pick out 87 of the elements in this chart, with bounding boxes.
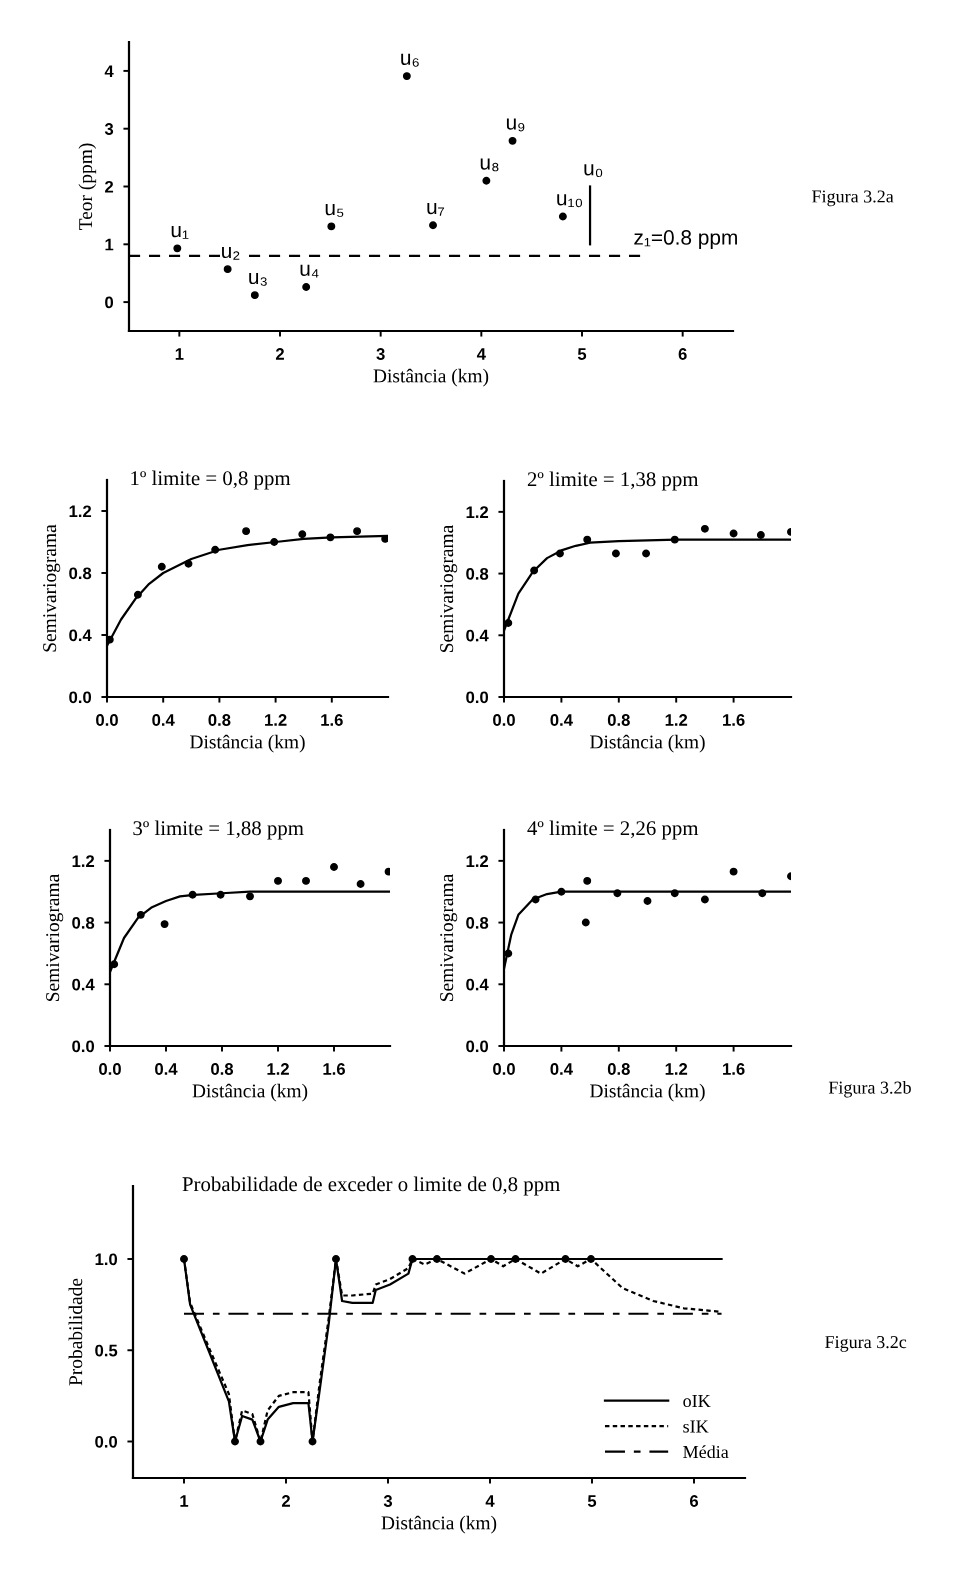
x-tick-label: 6 [689,1495,699,1507]
x-tick-label: 0.4 [155,1063,178,1075]
chart-title: 4º limite = 2,26 ppm [527,820,699,840]
legend-label: sIK [683,1420,709,1433]
y-axis-title: Semivariograma [440,874,458,1001]
y-tick-label: 1.2 [466,506,489,518]
chart-title: 3º limite = 1,88 ppm [133,820,304,840]
y-tick-label: 0.8 [466,916,489,929]
annotation: u₁₀ [557,194,583,208]
x-tick-label: 2 [275,348,284,360]
annotation: u₀ [584,164,603,178]
x-tick-label: 0.4 [152,714,175,726]
legend-label: Média [683,1445,729,1459]
y-tick-label: 0.0 [69,691,92,704]
chart-title: Probabilidade de exceder o limite de 0,8 ppm [182,1176,560,1196]
annotation: u₁ [171,226,189,239]
y-tick-label: 1.2 [466,855,489,867]
x-tick-label: 1.2 [265,714,287,726]
y-tick-label: 4 [104,65,114,77]
x-tick-label: 1.6 [323,1063,345,1075]
chart-title: 1º limite = 0,8 ppm [131,470,291,490]
x-tick-label: 3 [376,348,385,360]
y-axis-title: Probabilidade [68,1278,83,1386]
annotation: u₂ [222,246,240,260]
y-tick-label: 0.0 [72,1040,95,1053]
x-tick-label: 0.8 [211,1063,234,1075]
x-tick-label: 1.2 [665,1063,688,1075]
x-axis-title: Distância (km) [590,1083,705,1102]
x-tick-label: 0.8 [208,714,231,726]
y-tick-label: 0.8 [72,916,95,929]
x-tick-label: 5 [577,348,587,360]
annotation: z₁=0.8 ppm [634,230,737,249]
y-tick-label: 0.0 [466,691,489,704]
y-axis-title: Semivariograma [43,524,61,652]
y-axis-title: Semivariograma [46,874,64,1001]
x-tick-label: 0.8 [607,1063,630,1075]
y-tick-label: 0.0 [466,1040,489,1053]
x-tick-label: 0.0 [493,714,515,726]
x-tick-label: 2 [281,1495,290,1507]
y-tick-label: 1.2 [69,505,92,518]
y-tick-label: 1.2 [72,855,95,867]
x-axis-title: Distância (km) [190,734,305,753]
y-tick-label: 3 [104,123,114,135]
text: Figura 3.2a [812,190,894,207]
x-tick-label: 0.0 [493,1063,515,1075]
text: Figura 3.2b [828,1080,911,1098]
x-tick-label: 0.8 [607,714,630,726]
x-tick-label: 1.6 [723,714,745,726]
annotation: u₃ [249,272,267,286]
chart-title: 2º limite = 1,38 ppm [527,471,699,491]
x-tick-label: 3 [383,1495,393,1507]
annotation: u₅ [325,204,344,218]
x-tick-label: 1.2 [267,1063,289,1075]
y-axis-title: Teor (ppm) [78,143,97,231]
x-tick-label: 5 [587,1495,597,1507]
annotation: u₈ [480,158,499,172]
x-tick-label: 1 [180,1495,189,1507]
y-tick-label: 0.4 [72,978,95,991]
y-tick-label: 0.4 [466,629,489,642]
y-tick-label: 0 [105,296,114,309]
y-tick-label: 0.0 [95,1435,118,1448]
annotation: u₆ [401,53,419,67]
x-tick-label: 1.2 [665,714,688,726]
y-axis-title: Semivariograma [440,525,458,652]
text: Figura 3.2c [825,1336,907,1352]
annotation: u₉ [506,118,525,132]
x-axis-title: Distância (km) [373,368,489,387]
y-tick-label: 0.5 [95,1344,118,1357]
x-axis-title: Distância (km) [381,1515,497,1534]
x-tick-label: 0.4 [550,1063,573,1075]
y-tick-label: 1.0 [95,1253,118,1266]
x-tick-label: 1 [175,348,184,360]
y-tick-label: 0.4 [466,978,489,991]
y-tick-label: 1 [105,238,114,251]
x-axis-title: Distância (km) [590,734,705,753]
annotation: u₄ [300,264,319,278]
y-tick-label: 2 [105,180,114,193]
x-tick-label: 6 [678,348,687,360]
y-tick-label: 0.8 [466,567,489,580]
x-tick-label: 1.6 [321,714,343,726]
y-tick-label: 0.8 [69,567,92,580]
x-tick-label: 1.6 [723,1063,745,1075]
annotation: u₇ [427,202,445,216]
legend-label: oIK [683,1395,711,1408]
x-axis-title: Distância (km) [192,1083,308,1102]
x-tick-label: 0.4 [550,714,573,726]
y-tick-label: 0.4 [69,629,92,642]
